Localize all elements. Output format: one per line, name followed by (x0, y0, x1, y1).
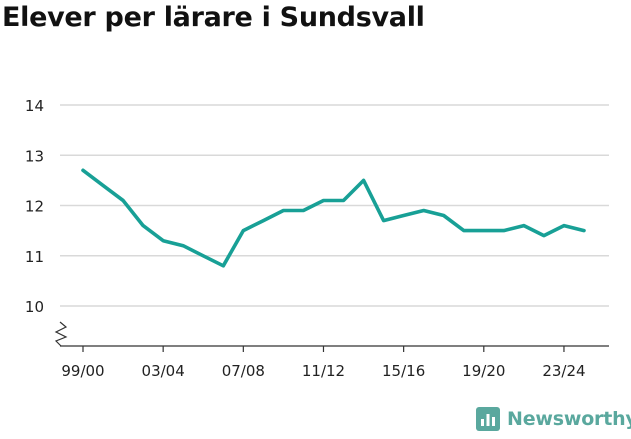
brand-logo: Newsworthy (476, 407, 631, 431)
line-chart: 10 11 12 13 14 99/00 03/04 07/08 11/12 15/16 19/2… (25, 97, 609, 380)
chart-title: Elever per lärare i Sundsvall (2, 2, 425, 33)
newsworthy-logo-icon (476, 407, 500, 431)
y-axis-ticks: 10 11 12 13 14 (25, 97, 44, 316)
y-tick-label: 11 (25, 248, 44, 266)
y-tick-label: 12 (25, 198, 44, 216)
gridlines (60, 104, 609, 307)
y-tick-label: 10 (25, 298, 44, 316)
x-tick-label: 19/20 (462, 362, 505, 380)
x-tick-label: 11/12 (302, 362, 345, 380)
y-tick-label: 14 (25, 97, 44, 115)
series-layer (81, 168, 586, 268)
series-line (81, 168, 586, 268)
x-tick-label: 23/24 (542, 362, 585, 380)
x-tick-label: 15/16 (382, 362, 425, 380)
x-tick-label: 07/08 (222, 362, 265, 380)
y-tick-label: 13 (25, 147, 44, 165)
brand-name: Newsworthy (507, 408, 631, 430)
x-tick-label: 99/00 (61, 362, 104, 380)
y-axis-break-icon (54, 321, 68, 347)
x-axis (54, 321, 609, 347)
x-tick-label: 03/04 (142, 362, 185, 380)
x-axis-ticks: 99/00 03/04 07/08 11/12 15/16 19/20 23/24 (61, 346, 586, 380)
